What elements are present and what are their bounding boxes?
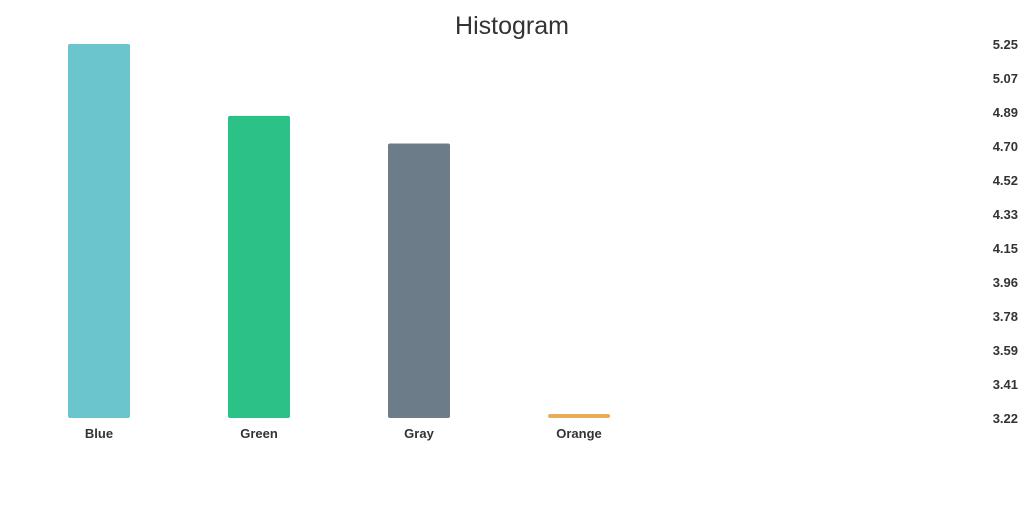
y-tick-label: 4.15 bbox=[993, 241, 1018, 256]
bar-green bbox=[228, 115, 290, 418]
chart-title: Histogram bbox=[455, 12, 569, 40]
bars-group bbox=[68, 44, 610, 419]
y-tick-label: 3.96 bbox=[993, 275, 1018, 290]
y-tick-label: 3.78 bbox=[993, 309, 1018, 324]
y-tick-label: 3.22 bbox=[993, 411, 1018, 426]
category-label-orange: Orange bbox=[556, 426, 602, 441]
y-tick-label: 4.70 bbox=[993, 139, 1018, 154]
category-label-blue: Blue bbox=[85, 426, 113, 441]
y-tick-label: 5.07 bbox=[993, 71, 1018, 86]
y-tick-label: 4.89 bbox=[993, 105, 1018, 120]
bar-blue bbox=[68, 44, 130, 418]
bar-gray bbox=[388, 143, 450, 419]
y-tick-label: 3.41 bbox=[993, 377, 1018, 392]
bar-orange bbox=[548, 414, 610, 418]
y-tick-label: 4.33 bbox=[993, 207, 1018, 222]
category-label-gray: Gray bbox=[404, 426, 434, 441]
y-axis-ticks: 5.25 5.07 4.89 4.70 4.52 4.33 4.15 3.96 3.78 3.59… bbox=[993, 37, 1018, 426]
category-label-green: Green bbox=[240, 426, 278, 441]
y-tick-label: 4.52 bbox=[993, 173, 1018, 188]
y-tick-label: 5.25 bbox=[993, 37, 1018, 52]
category-labels: Blue Green Gray Orange bbox=[85, 426, 602, 441]
y-tick-label: 3.59 bbox=[993, 343, 1018, 358]
